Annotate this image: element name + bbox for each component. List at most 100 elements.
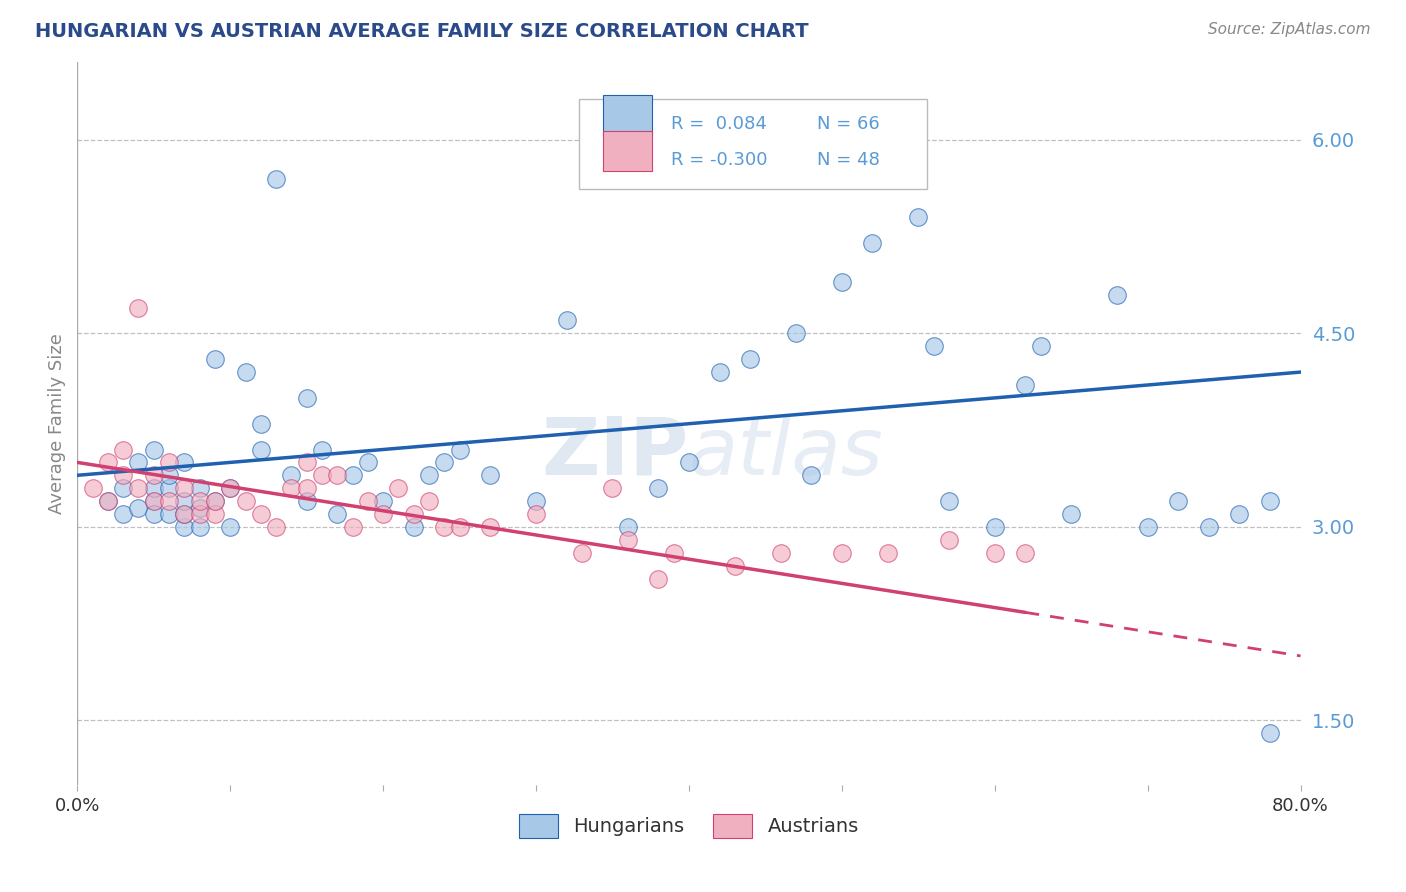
Point [1167,494,1189,508]
Point [219,520,242,534]
Point [188,520,211,534]
Point [907,211,929,225]
Point [157,494,180,508]
Point [326,468,349,483]
Point [662,546,685,560]
Point [157,455,180,469]
Point [418,468,440,483]
Point [402,520,425,534]
Point [524,507,547,521]
Point [157,481,180,495]
Point [295,494,318,508]
Point [280,468,302,483]
Point [250,417,273,431]
Point [831,546,853,560]
Point [127,481,149,495]
Point [449,520,471,534]
Point [326,507,349,521]
Point [342,468,364,483]
Point [647,572,669,586]
Point [371,507,394,521]
Point [127,500,149,515]
Point [142,494,165,508]
Point [524,494,547,508]
Point [204,507,226,521]
Point [204,352,226,367]
Point [1014,546,1036,560]
Point [1229,507,1251,521]
Point [984,546,1007,560]
Point [418,494,440,508]
Point [938,494,960,508]
Point [311,442,333,457]
Text: N = 66: N = 66 [817,115,880,133]
Point [188,507,211,521]
Point [555,313,578,327]
Point [785,326,807,341]
Point [142,494,165,508]
Point [922,339,945,353]
Point [984,520,1007,534]
Text: ZIP: ZIP [541,414,689,491]
Point [173,507,195,521]
Point [112,468,135,483]
Point [1198,520,1220,534]
Point [740,352,762,367]
Point [127,455,149,469]
Point [264,171,287,186]
Point [846,145,869,160]
Text: HUNGARIAN VS AUSTRIAN AVERAGE FAMILY SIZE CORRELATION CHART: HUNGARIAN VS AUSTRIAN AVERAGE FAMILY SIZ… [35,22,808,41]
Point [1136,520,1159,534]
Point [1014,378,1036,392]
Point [357,494,380,508]
Point [862,235,884,250]
Point [173,481,195,495]
Point [157,468,180,483]
Point [1060,507,1083,521]
Point [342,520,364,534]
Point [1029,339,1052,353]
Legend: Hungarians, Austrians: Hungarians, Austrians [509,805,869,847]
Point [831,275,853,289]
Point [295,481,318,495]
Point [876,546,898,560]
Point [433,520,456,534]
Bar [603,95,652,135]
Point [188,494,211,508]
Point [1258,726,1281,740]
Point [142,468,165,483]
Point [235,494,257,508]
Point [724,558,747,573]
Point [142,481,165,495]
Point [402,507,425,521]
Point [617,520,640,534]
Point [219,481,242,495]
Point [142,442,165,457]
Point [127,301,149,315]
Point [112,507,135,521]
Point [433,455,456,469]
Text: R =  0.084: R = 0.084 [671,115,766,133]
Point [219,481,242,495]
Point [280,481,302,495]
Point [173,507,195,521]
Text: N = 48: N = 48 [817,152,880,169]
Text: R = -0.300: R = -0.300 [671,152,768,169]
Point [311,468,333,483]
FancyBboxPatch shape [579,99,928,189]
Y-axis label: Average Family Size: Average Family Size [48,334,66,514]
Point [157,507,180,521]
Point [357,455,380,469]
Point [1258,494,1281,508]
Point [602,481,624,495]
Point [709,365,731,379]
Point [571,546,593,560]
Point [449,442,471,457]
Point [204,494,226,508]
Point [173,455,195,469]
Point [97,455,120,469]
Point [769,546,792,560]
Point [250,507,273,521]
Point [617,533,640,547]
Point [204,494,226,508]
